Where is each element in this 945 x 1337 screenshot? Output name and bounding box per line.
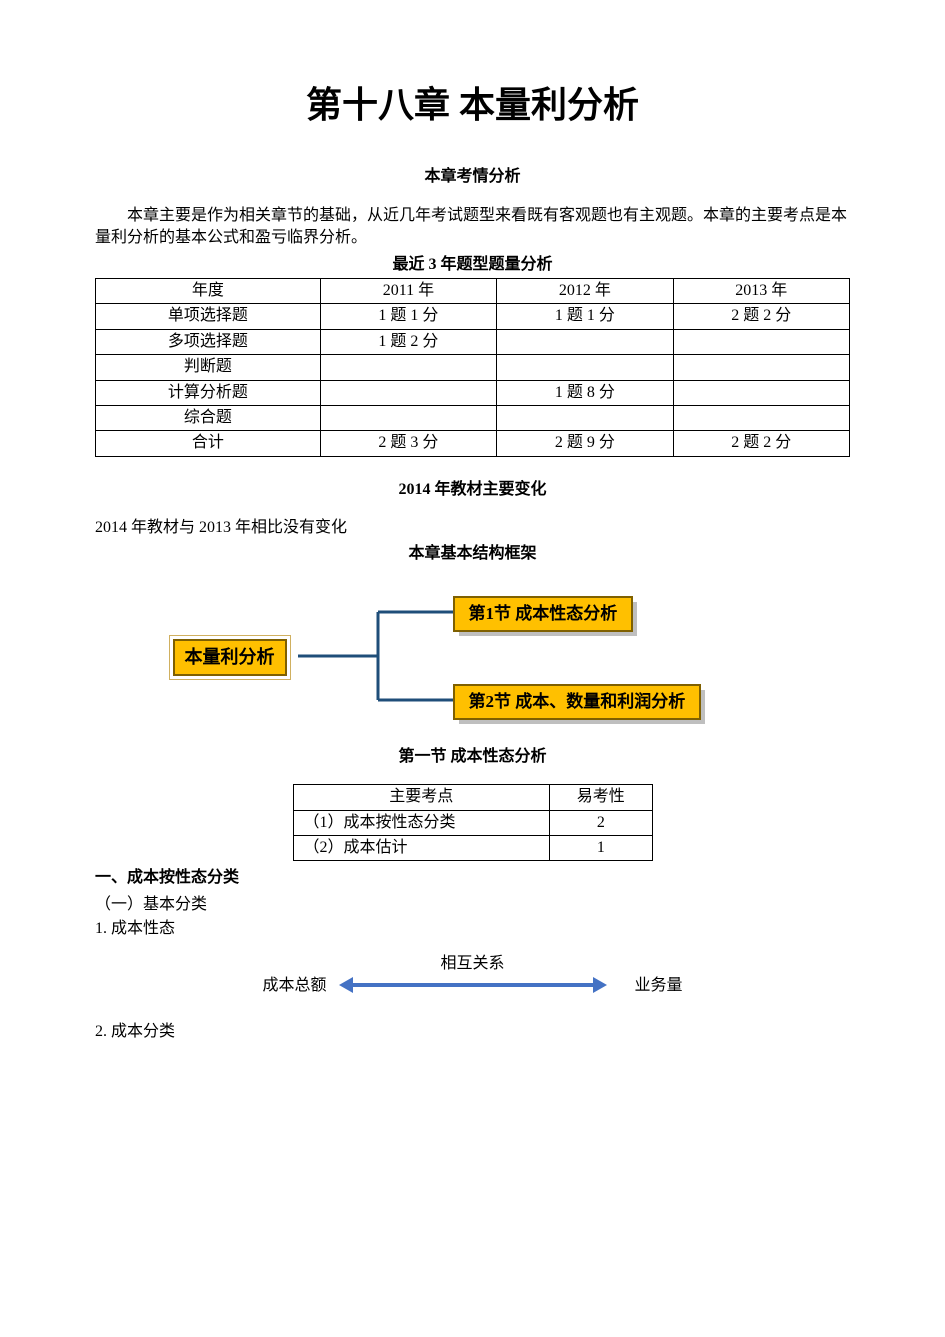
cell: （2）成本估计 (293, 836, 550, 861)
subheading-1a: （一）基本分类 (95, 894, 850, 916)
arrow-right-label: 业务量 (634, 975, 682, 997)
cell: 2 题 9 分 (497, 431, 673, 456)
heading-structure-frame: 本章基本结构框架 (95, 543, 850, 565)
table-header-row: 年度 2011 年 2012 年 2013 年 (96, 278, 850, 303)
table-row: 综合题 (96, 405, 850, 430)
cell (497, 329, 673, 354)
col-likelihood: 易考性 (550, 785, 652, 810)
arrow-left-label: 成本总额 (263, 975, 327, 997)
table-row: （1）成本按性态分类 2 (293, 810, 652, 835)
col-year: 年度 (96, 278, 321, 303)
table-recent-years: 年度 2011 年 2012 年 2013 年 单项选择题 1 题 1 分 1 … (95, 278, 850, 457)
cell: 综合题 (96, 405, 321, 430)
item-1a2: 2. 成本分类 (95, 1021, 850, 1043)
cell: （1）成本按性态分类 (293, 810, 550, 835)
intro-paragraph: 本章主要是作为相关章节的基础，从近几年考试题型来看既有客观题也有主观题。本章的主… (95, 205, 850, 250)
leaf-node-section1: 第1节 成本性态分析 (453, 596, 634, 632)
table-row: 单项选择题 1 题 1 分 1 题 1 分 2 题 2 分 (96, 304, 850, 329)
item-1a1: 1. 成本性态 (95, 918, 850, 940)
table-keypoints: 主要考点 易考性 （1）成本按性态分类 2 （2）成本估计 1 (293, 784, 653, 861)
cell: 1 题 8 分 (497, 380, 673, 405)
cell: 1 题 1 分 (497, 304, 673, 329)
cell (673, 380, 849, 405)
cell: 2 题 3 分 (320, 431, 496, 456)
cell: 1 题 1 分 (320, 304, 496, 329)
table-row: 合计 2 题 3 分 2 题 9 分 2 题 2 分 (96, 431, 850, 456)
table-header-row: 主要考点 易考性 (293, 785, 652, 810)
col-keypoint: 主要考点 (293, 785, 550, 810)
col-2012: 2012 年 (497, 278, 673, 303)
heading-section1: 第一节 成本性态分析 (95, 746, 850, 768)
double-arrow-icon (353, 983, 593, 987)
table1-caption: 最近 3 年题型题量分析 (95, 254, 850, 276)
cell (497, 405, 673, 430)
relation-arrow-diagram: 相互关系 成本总额 业务量 (263, 953, 683, 1017)
cell (320, 380, 496, 405)
table-row: 多项选择题 1 题 2 分 (96, 329, 850, 354)
table-row: （2）成本估计 1 (293, 836, 652, 861)
leaf-node-section2: 第2节 成本、数量和利润分析 (453, 684, 702, 720)
col-2011: 2011 年 (320, 278, 496, 303)
heading-exam-analysis: 本章考情分析 (95, 166, 850, 188)
cell: 判断题 (96, 355, 321, 380)
cell: 单项选择题 (96, 304, 321, 329)
structure-diagram: 本量利分析 第1节 成本性态分析 第2节 成本、数量和利润分析 (153, 584, 793, 734)
heading-textbook-change: 2014 年教材主要变化 (95, 479, 850, 501)
table-row: 判断题 (96, 355, 850, 380)
cell: 计算分析题 (96, 380, 321, 405)
relation-label: 相互关系 (263, 953, 683, 975)
cell: 合计 (96, 431, 321, 456)
table-row: 计算分析题 1 题 8 分 (96, 380, 850, 405)
cell (497, 355, 673, 380)
cell: 2 (550, 810, 652, 835)
cell: 1 题 2 分 (320, 329, 496, 354)
chapter-title: 第十八章 本量利分析 (95, 80, 850, 130)
cell (673, 355, 849, 380)
col-2013: 2013 年 (673, 278, 849, 303)
cell: 2 题 2 分 (673, 304, 849, 329)
cell: 1 (550, 836, 652, 861)
no-change-text: 2014 年教材与 2013 年相比没有变化 (95, 517, 850, 539)
cell: 多项选择题 (96, 329, 321, 354)
cell (320, 405, 496, 430)
root-node: 本量利分析 (173, 639, 287, 676)
cell: 2 题 2 分 (673, 431, 849, 456)
cell (320, 355, 496, 380)
subheading-1: 一、成本按性态分类 (95, 867, 850, 889)
cell (673, 405, 849, 430)
cell (673, 329, 849, 354)
